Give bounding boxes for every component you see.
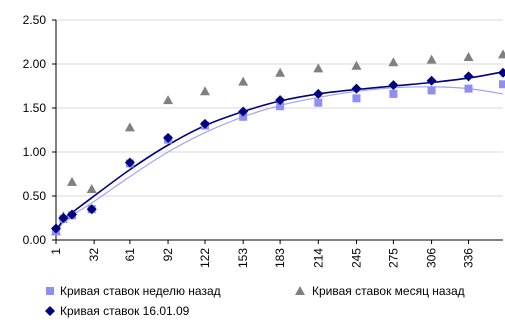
legend-marker-0 bbox=[46, 287, 54, 295]
point-series-0-10 bbox=[352, 94, 361, 103]
legend: Кривая ставок неделю назад Кривая ставок … bbox=[45, 284, 465, 318]
legend-marker-1 bbox=[295, 286, 305, 295]
legend-label-2: Кривая ставок 16.01.09 bbox=[60, 304, 190, 318]
x-tick-label-10: 306 bbox=[425, 248, 439, 268]
x-tick-label-9: 275 bbox=[386, 248, 400, 268]
point-series-0-12 bbox=[427, 86, 436, 95]
legend-label-0: Кривая ставок неделю назад bbox=[60, 284, 221, 298]
legend-label-1: Кривая ставок месяц назад bbox=[312, 284, 465, 298]
y-tick-label-1: 0.50 bbox=[23, 189, 47, 203]
point-series-1-14 bbox=[498, 49, 505, 59]
point-series-2-14 bbox=[498, 67, 505, 78]
legend-marker-2 bbox=[45, 306, 55, 316]
point-series-1-5 bbox=[163, 95, 174, 105]
x-tick-label-11: 336 bbox=[462, 248, 476, 268]
point-series-2-9 bbox=[313, 88, 324, 99]
x-tick-label-4: 122 bbox=[198, 248, 212, 268]
point-series-2-13 bbox=[463, 71, 474, 82]
y-tick-label-2: 1.00 bbox=[23, 145, 47, 159]
point-series-2-10 bbox=[351, 83, 362, 94]
x-tick-label-2: 61 bbox=[123, 248, 137, 262]
y-tick-label-3: 1.50 bbox=[23, 101, 47, 115]
x-tick-label-7: 214 bbox=[311, 248, 325, 268]
point-series-2-3 bbox=[86, 204, 97, 215]
point-series-1-4 bbox=[124, 122, 135, 132]
point-series-0-14 bbox=[499, 80, 505, 89]
point-series-2-12 bbox=[426, 75, 437, 86]
point-series-2-7 bbox=[238, 106, 249, 117]
point-series-1-7 bbox=[238, 76, 249, 86]
y-tick-label-4: 2.00 bbox=[23, 57, 47, 71]
point-series-2-11 bbox=[388, 80, 399, 91]
x-tick-label-1: 32 bbox=[87, 248, 101, 262]
x-tick-label-0: 1 bbox=[49, 248, 63, 255]
axes: 0.00 0.50 1.00 1.50 2.00 2.50 1 32 61 92 122 153 183… bbox=[23, 13, 503, 268]
point-series-1-3 bbox=[86, 183, 97, 193]
point-series-1-11 bbox=[388, 57, 399, 67]
x-tick-label-6: 183 bbox=[273, 248, 287, 268]
y-tick-label-0: 0.00 bbox=[23, 233, 47, 247]
point-series-2-4 bbox=[124, 157, 135, 168]
point-series-0-7 bbox=[239, 112, 248, 121]
point-series-1-9 bbox=[313, 63, 324, 73]
point-series-1-8 bbox=[275, 67, 286, 77]
point-series-1-6 bbox=[200, 86, 210, 96]
x-tick-label-8: 245 bbox=[349, 248, 363, 268]
x-tick-label-5: 153 bbox=[236, 248, 250, 268]
point-series-2-5 bbox=[163, 132, 174, 143]
point-series-0-11 bbox=[389, 89, 398, 98]
point-series-0-13 bbox=[464, 84, 473, 93]
series bbox=[51, 49, 505, 236]
point-series-0-8 bbox=[276, 102, 285, 111]
point-series-0-9 bbox=[314, 98, 323, 107]
point-series-1-13 bbox=[463, 51, 474, 61]
point-series-1-10 bbox=[351, 60, 362, 70]
point-series-1-2 bbox=[67, 176, 78, 186]
y-tick-label-5: 2.50 bbox=[23, 13, 47, 27]
point-series-2-2 bbox=[67, 209, 78, 220]
point-series-1-12 bbox=[426, 54, 437, 64]
point-series-2-1 bbox=[58, 213, 69, 223]
point-series-2-8 bbox=[275, 95, 286, 106]
point-series-2-6 bbox=[200, 118, 210, 129]
x-tick-label-3: 92 bbox=[161, 248, 175, 262]
point-series-2-0 bbox=[51, 223, 61, 234]
